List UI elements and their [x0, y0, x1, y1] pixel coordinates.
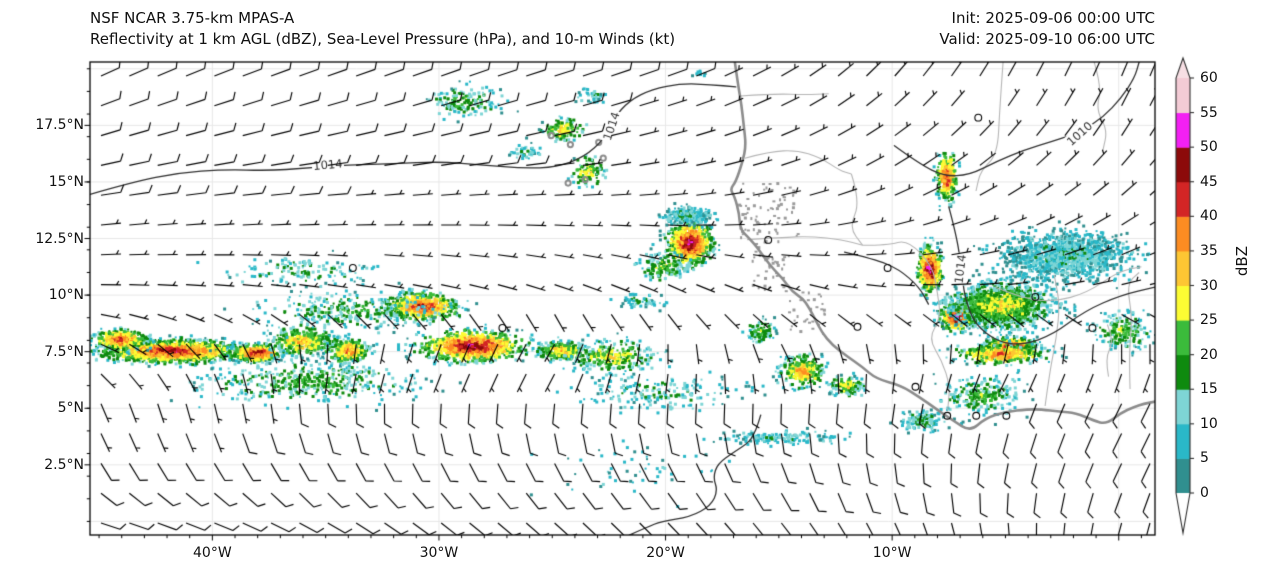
x-tick-label: 10°W — [872, 545, 912, 561]
x-tick-label: 40°W — [193, 545, 232, 561]
y-tick-label: 7.5°N — [44, 343, 84, 360]
x-tick-label: 20°W — [646, 545, 685, 561]
y-tick-label: 10°N — [48, 287, 84, 304]
colorbar-tick-label: 40 — [1200, 208, 1218, 225]
colorbar-tick-label: 45 — [1200, 173, 1218, 190]
y-tick-label: 5°N — [57, 400, 84, 417]
y-tick-label: 17.5°N — [35, 117, 84, 134]
y-tick-label: 15°N — [48, 173, 84, 190]
x-tick-label: 30°W — [419, 545, 459, 561]
colorbar-tick-label: 25 — [1200, 312, 1218, 329]
colorbar-tick-label: 10 — [1200, 415, 1218, 432]
colorbar-tick-label: 20 — [1200, 346, 1218, 363]
colorbar-tick-label: 30 — [1200, 277, 1218, 294]
y-tick-label: 12.5°N — [35, 230, 84, 247]
init-time: Init: 2025-09-06 00:00 UTC — [951, 9, 1155, 27]
colorbar-tick-label: 0 — [1200, 485, 1209, 501]
model-title: NSF NCAR 3.75-km MPAS-A — [90, 9, 295, 27]
colorbar-unit-label: dBZ — [1233, 246, 1251, 277]
colorbar-tick-label: 15 — [1200, 381, 1218, 398]
colorbar-tick-label: 55 — [1200, 104, 1218, 121]
valid-time: Valid: 2025-09-10 06:00 UTC — [939, 30, 1155, 48]
colorbar-tick-label: 60 — [1200, 70, 1218, 86]
colorbar-tick-label: 50 — [1200, 139, 1218, 156]
product-subtitle: Reflectivity at 1 km AGL (dBZ), Sea-Leve… — [90, 30, 676, 48]
y-tick-label: 2.5°N — [44, 456, 84, 473]
colorbar-tick-label: 5 — [1200, 450, 1209, 467]
colorbar-tick-label: 35 — [1200, 242, 1218, 259]
